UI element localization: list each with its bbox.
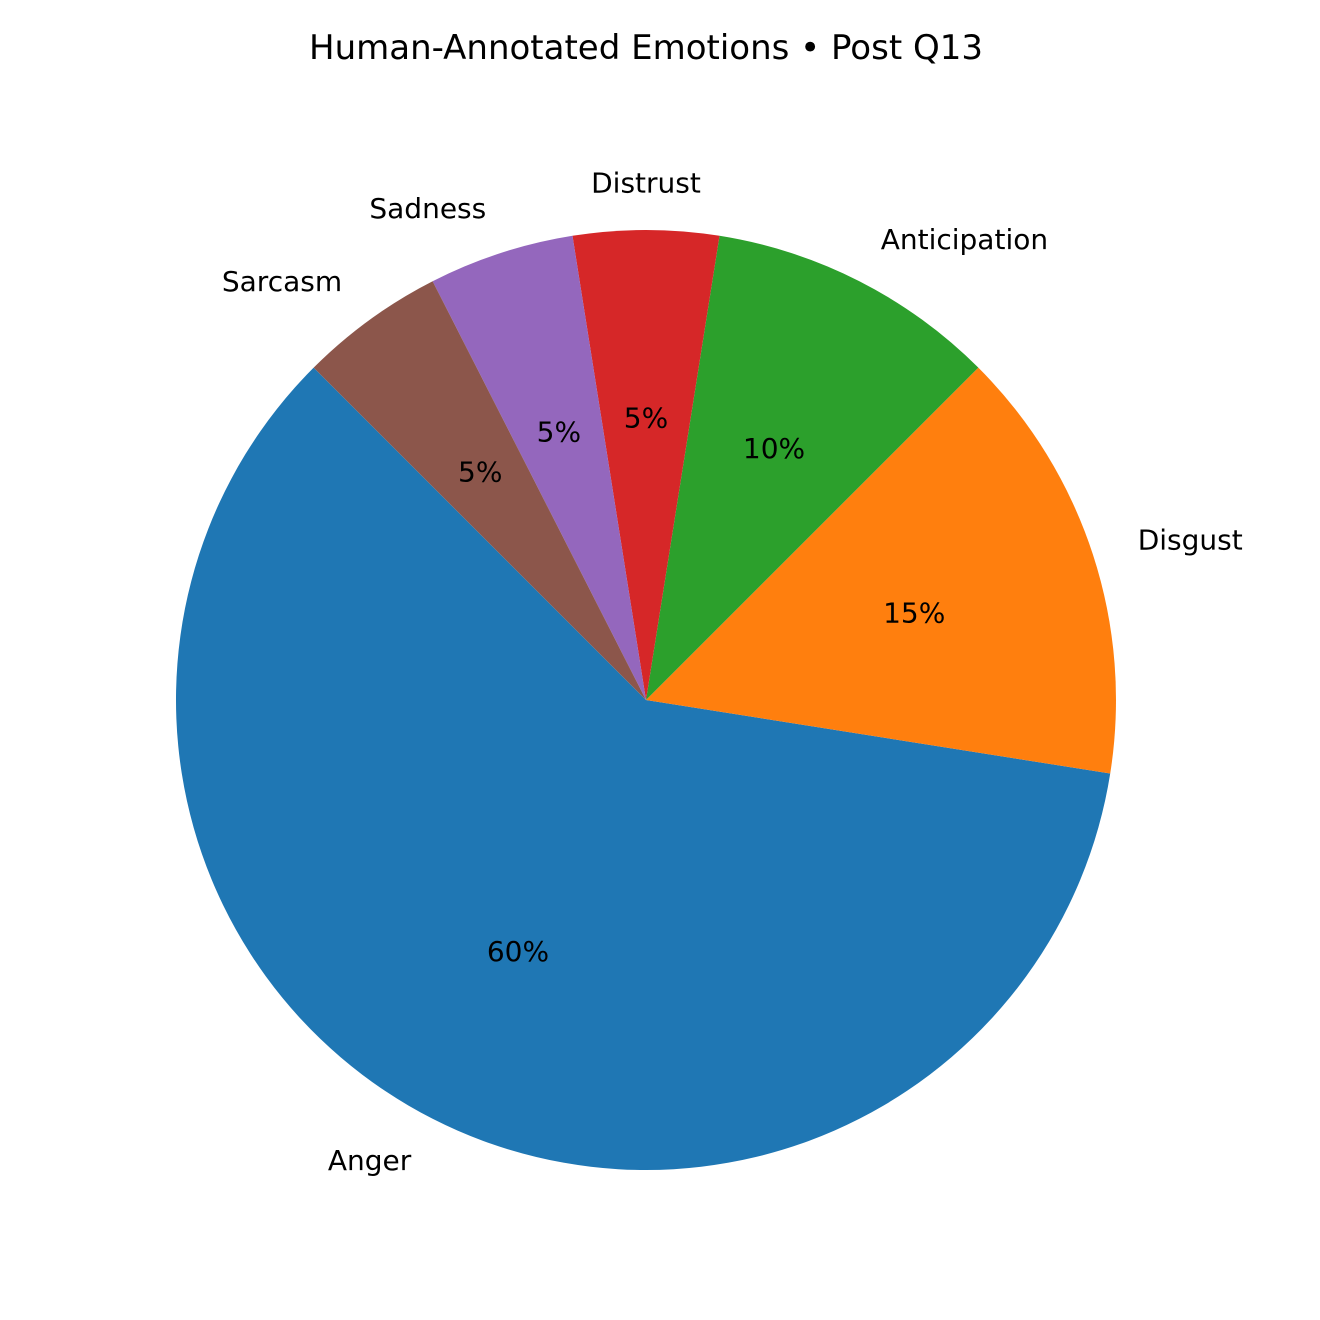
- pct-label-anticipation: 10%: [743, 432, 805, 465]
- pie-slice-anger: [175, 367, 1111, 1171]
- pct-label-sarcasm: 5%: [458, 455, 502, 488]
- slice-label-anticipation: Anticipation: [881, 223, 1048, 256]
- pct-label-disgust: 15%: [883, 596, 945, 629]
- pct-label-sadness: 5%: [537, 415, 581, 448]
- slice-label-sadness: Sadness: [369, 192, 486, 225]
- pct-label-anger: 60%: [487, 935, 549, 968]
- pie-slice-anticipation: [646, 235, 979, 701]
- slice-label-anger: Anger: [328, 1144, 412, 1177]
- slice-label-disgust: Disgust: [1138, 524, 1243, 557]
- slice-label-distrust: Distrust: [591, 167, 701, 200]
- pie-slice-distrust: [572, 230, 720, 700]
- pie-slice-sarcasm: [313, 281, 646, 700]
- pie-slice-disgust: [646, 367, 1116, 774]
- chart-title: Human-Annotated Emotions • Post Q13: [309, 28, 983, 68]
- slice-label-sarcasm: Sarcasm: [222, 265, 342, 298]
- pct-label-distrust: 5%: [624, 402, 668, 435]
- pie-slice-sadness: [432, 235, 646, 701]
